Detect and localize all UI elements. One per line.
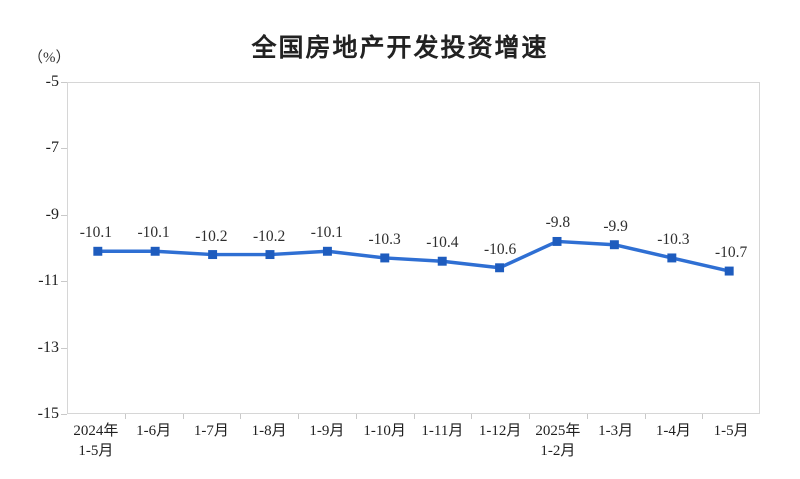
y-tick-label: -5: [45, 73, 59, 90]
data-point-marker: [265, 250, 275, 260]
x-tick-mark: [471, 414, 473, 419]
data-label: -10.1: [310, 224, 344, 242]
data-point-marker: [667, 253, 677, 263]
data-label: -9.9: [603, 217, 628, 235]
x-tick-mark: [702, 414, 704, 419]
y-tick-label: -13: [37, 338, 59, 356]
data-point-marker: [150, 246, 160, 256]
data-label: -10.1: [79, 224, 113, 242]
y-tick-mark: [61, 347, 67, 349]
data-point-marker: [93, 246, 103, 256]
y-tick-mark: [61, 281, 67, 283]
data-label: -10.7: [714, 244, 748, 262]
data-point-marker: [437, 256, 447, 266]
x-tick-mark: [298, 414, 299, 419]
x-tick-mark: [529, 414, 530, 419]
chart-title: 全国房地产开发投资增速: [251, 34, 549, 62]
data-label: -10.4: [426, 234, 459, 252]
x-tick-label: 1-3月: [598, 423, 634, 439]
data-label: -10.2: [195, 227, 228, 245]
data-point-marker: [724, 266, 734, 276]
y-tick-mark: [61, 214, 67, 216]
x-tick-label: 1-6月: [136, 423, 172, 439]
data-label: -10.1: [137, 224, 170, 242]
y-tick-label: -7: [45, 139, 59, 157]
data-label: -10.2: [252, 227, 286, 245]
y-tick-label: -15: [37, 405, 59, 422]
y-tick-label: -11: [38, 272, 59, 290]
x-tick-label: 1-12月: [478, 423, 522, 439]
x-tick-mark: [355, 414, 357, 419]
x-tick-label: 2025年 1-2月: [535, 423, 581, 459]
y-axis-unit-label: （%）: [28, 50, 71, 66]
data-point-marker: [322, 246, 332, 256]
data-label: -9.8: [545, 214, 571, 232]
data-label: -10.6: [483, 240, 517, 258]
y-tick-mark: [61, 414, 67, 415]
x-tick-label: 1-11月: [421, 423, 464, 439]
data-label: -10.3: [368, 230, 401, 248]
line-series: [97, 239, 730, 273]
x-tick-label: 1-9月: [309, 423, 345, 439]
data-label: -10.3: [657, 230, 690, 248]
x-tick-label: 1-7月: [193, 423, 229, 439]
x-tick-label: 2024年 1-5月: [73, 423, 119, 459]
x-tick-mark: [413, 414, 415, 419]
x-tick-mark: [586, 414, 588, 419]
x-tick-mark: [124, 414, 126, 419]
x-tick-label: 1-5月: [713, 423, 749, 439]
y-tick-mark: [61, 82, 67, 83]
data-point-marker: [380, 253, 390, 263]
line-series-svg: [93, 236, 734, 276]
x-tick-label: 1-4月: [655, 423, 691, 439]
x-tick-mark: [240, 414, 242, 419]
data-point-marker: [552, 236, 562, 246]
x-tick-mark: [182, 414, 184, 419]
data-point-marker: [609, 240, 619, 250]
x-tick-mark: [644, 414, 646, 419]
x-tick-label: 1-8月: [251, 423, 287, 439]
y-tick-mark: [61, 148, 67, 150]
data-point-marker: [495, 263, 505, 273]
y-tick-label: -9: [45, 205, 59, 223]
x-tick-label: 1-10月: [363, 423, 406, 439]
plot-area: [67, 82, 760, 414]
data-point-marker: [208, 250, 218, 260]
